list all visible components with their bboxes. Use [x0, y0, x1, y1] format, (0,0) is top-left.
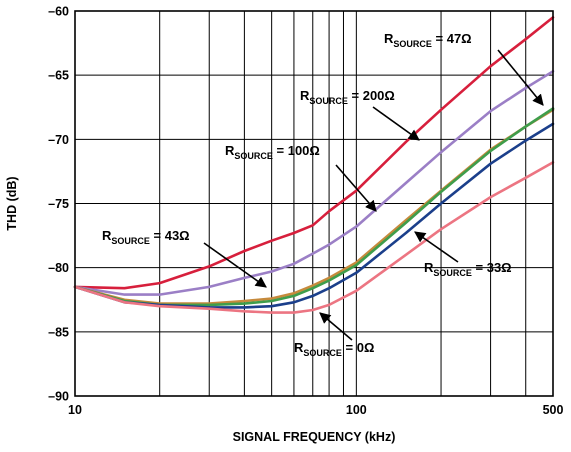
plot-frame — [74, 10, 554, 397]
x-tick-label: 10 — [68, 403, 82, 417]
annotation-arrow — [319, 312, 353, 341]
annotation-3: RSOURCE = 43Ω — [102, 228, 267, 288]
annotation-label: RSOURCE = 33Ω — [424, 260, 512, 278]
annotation-tail: = 100Ω — [273, 143, 320, 158]
y-axis-title: THD (dB) — [5, 176, 19, 230]
annotation-arrow — [372, 106, 420, 141]
annotation-tail: = 200Ω — [348, 88, 395, 103]
annotation-subscript: SOURCE — [234, 151, 273, 161]
y-tick-label: –70 — [48, 133, 69, 147]
grid — [75, 11, 553, 396]
annotation-subscript: SOURCE — [303, 348, 342, 358]
annotation-2: RSOURCE = 100Ω — [225, 143, 377, 212]
y-tick-label: –65 — [48, 69, 69, 83]
y-tick-label: –75 — [48, 197, 69, 211]
x-axis-title: SIGNAL FREQUENCY (kHz) — [233, 430, 396, 444]
annotation-label: RSOURCE = 43Ω — [102, 228, 190, 246]
annotation-arrow — [335, 164, 377, 212]
y-tick-label: –85 — [48, 325, 69, 339]
annotation-arrow — [497, 49, 544, 106]
annotation-1: RSOURCE = 200Ω — [300, 88, 420, 141]
annotation-0: RSOURCE = 47Ω — [384, 31, 544, 106]
y-tick-label: –80 — [48, 261, 69, 275]
annotation-arrow — [203, 242, 267, 288]
annotation-main: R — [102, 228, 112, 243]
annotation-label: RSOURCE = 200Ω — [300, 88, 395, 106]
series-line-5 — [73, 161, 555, 314]
annotation-label: RSOURCE = 100Ω — [225, 143, 320, 161]
series-line-3 — [73, 107, 555, 307]
annotation-main: R — [300, 88, 310, 103]
series-line-1 — [73, 70, 555, 296]
x-tick-label: 100 — [346, 403, 367, 417]
annotation-main: R — [225, 143, 235, 158]
y-tick-label: –90 — [48, 390, 69, 404]
annotation-label: RSOURCE = 47Ω — [384, 31, 472, 49]
annotation-tail: = 0Ω — [342, 340, 374, 355]
annotation-4: RSOURCE = 33Ω — [414, 231, 512, 278]
annotation-tail: = 43Ω — [150, 228, 190, 243]
annotation-tail: = 47Ω — [432, 31, 472, 46]
x-tick-label: 500 — [543, 403, 564, 417]
annotation-main: R — [294, 340, 304, 355]
y-tick-label: –60 — [48, 5, 69, 19]
annotation-5: RSOURCE = 0Ω — [294, 312, 374, 358]
annotation-subscript: SOURCE — [309, 96, 348, 106]
series-line-0 — [73, 16, 555, 290]
annotation-tail: = 33Ω — [472, 260, 512, 275]
annotation-main: R — [424, 260, 434, 275]
annotation-arrow — [414, 231, 459, 263]
annotation-main: R — [384, 31, 394, 46]
annotation-subscript: SOURCE — [433, 268, 472, 278]
annotation-subscript: SOURCE — [111, 236, 150, 246]
annotation-label: RSOURCE = 0Ω — [294, 340, 374, 358]
annotation-subscript: SOURCE — [393, 39, 432, 49]
series-lines — [73, 16, 555, 314]
